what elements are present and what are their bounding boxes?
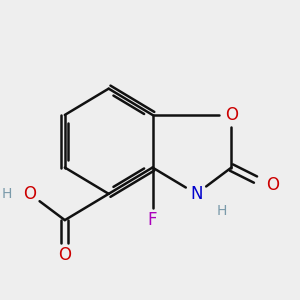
Text: N: N — [190, 185, 202, 203]
Text: O: O — [23, 185, 36, 203]
Text: F: F — [148, 211, 157, 229]
Text: H: H — [217, 204, 227, 218]
Text: O: O — [266, 176, 280, 194]
Text: O: O — [225, 106, 238, 124]
Text: O: O — [58, 246, 71, 264]
Text: H: H — [2, 187, 12, 201]
